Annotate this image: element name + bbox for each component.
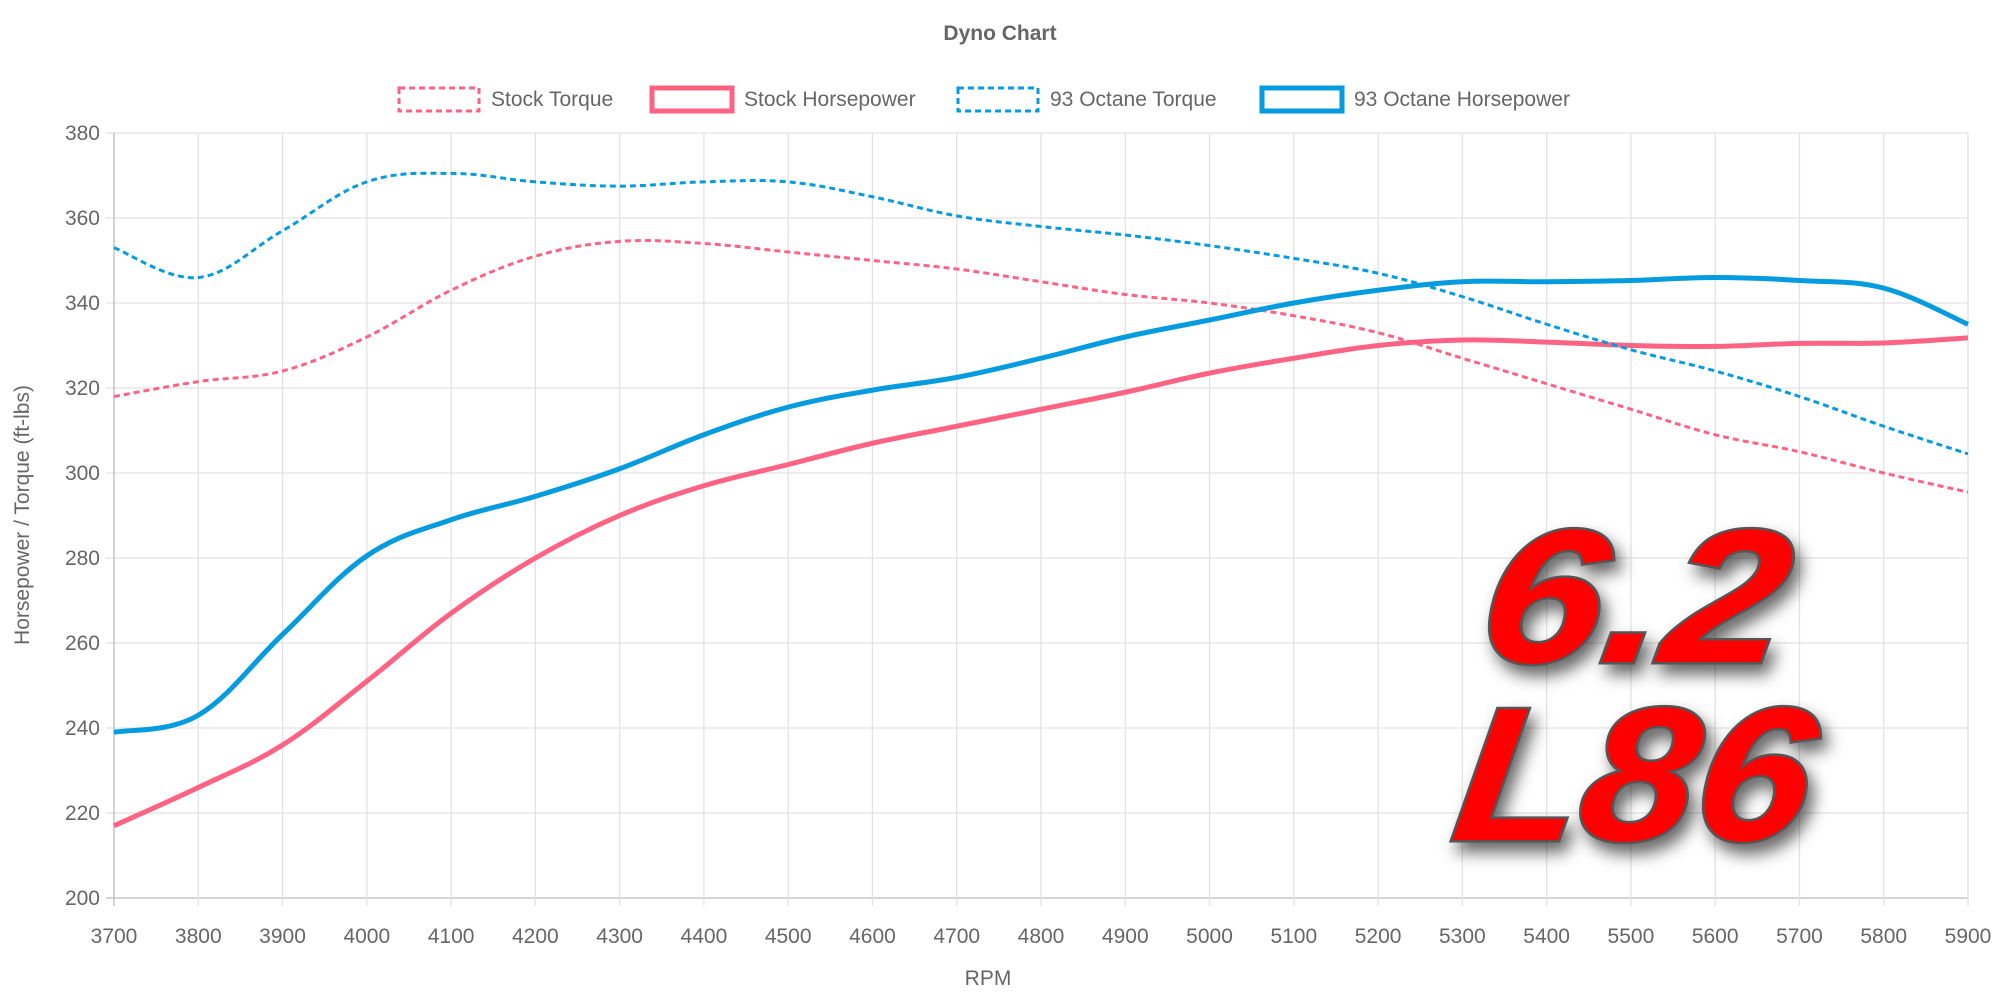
legend: Stock Torque Stock Horsepower 93 Octane To…: [397, 85, 1570, 114]
x-tick-label: 4300: [596, 925, 643, 948]
series-line-stock-horsepower: [112, 335, 1969, 829]
y-tick-label: 300: [65, 462, 100, 485]
x-tick-label: 4900: [1102, 925, 1149, 948]
y-tick-label: 200: [65, 887, 100, 910]
y-tick-label: 240: [65, 717, 100, 740]
x-tick-label: 5000: [1186, 925, 1233, 948]
engine-logo: 6.2 L86: [1441, 488, 1833, 883]
y-axis-ticks: 200 220 240 260 280 300 320 340 360 380: [65, 122, 100, 910]
legend-label: Stock Torque: [491, 88, 613, 111]
svg-text:6.2: 6.2: [1469, 491, 1804, 703]
legend-label: Stock Horsepower: [744, 88, 916, 111]
svg-text:L86: L86: [1443, 669, 1830, 881]
x-tick-label: 4500: [765, 925, 812, 948]
x-tick-label: 5400: [1523, 925, 1570, 948]
x-tick-label: 5500: [1608, 925, 1655, 948]
x-tick-label: 4600: [849, 925, 896, 948]
y-tick-label: 380: [65, 122, 100, 145]
x-tick-label: 5700: [1776, 925, 1823, 948]
chart-title: Dyno Chart: [943, 22, 1056, 45]
x-tick-label: 5800: [1860, 925, 1907, 948]
legend-swatch: [1259, 85, 1345, 114]
x-tick-label: 4800: [1018, 925, 1065, 948]
legend-swatch: [397, 86, 481, 113]
y-tick-label: 360: [65, 207, 100, 230]
grid: [106, 132, 1969, 906]
y-tick-label: 340: [65, 292, 100, 315]
x-tick-label: 4100: [428, 925, 475, 948]
y-tick-label: 260: [65, 632, 100, 655]
x-axis-ticks: 3700 3800 3900 4000 4100 4200 4300 4400 4500 4600…: [91, 925, 1992, 948]
x-tick-label: 3800: [175, 925, 222, 948]
x-tick-label: 3700: [91, 925, 138, 948]
x-tick-label: 5100: [1270, 925, 1317, 948]
legend-swatch: [956, 86, 1040, 113]
x-tick-label: 5900: [1945, 925, 1992, 948]
series-line-93-octane-torque: [113, 171, 1969, 456]
legend-label: 93 Octane Torque: [1050, 88, 1217, 111]
series-line-stock-torque: [113, 238, 1969, 494]
y-tick-label: 280: [65, 547, 100, 570]
y-axis-label: Horsepower / Torque (ft-lbs): [11, 385, 34, 645]
x-tick-label: 4400: [681, 925, 728, 948]
x-tick-label: 5300: [1439, 925, 1486, 948]
series-lines: [112, 171, 1969, 829]
y-tick-label: 220: [65, 802, 100, 825]
x-tick-label: 5200: [1355, 925, 1402, 948]
series-line-93-octane-horsepower: [113, 275, 1969, 735]
x-tick-label: 3900: [259, 925, 306, 948]
legend-label: 93 Octane Horsepower: [1354, 88, 1570, 111]
x-axis-label: RPM: [965, 967, 1012, 990]
y-tick-label: 320: [65, 377, 100, 400]
x-tick-label: 4700: [933, 925, 980, 948]
x-tick-label: 4200: [512, 925, 559, 948]
x-tick-label: 5600: [1692, 925, 1739, 948]
x-tick-label: 4000: [343, 925, 390, 948]
legend-swatch: [649, 85, 735, 114]
